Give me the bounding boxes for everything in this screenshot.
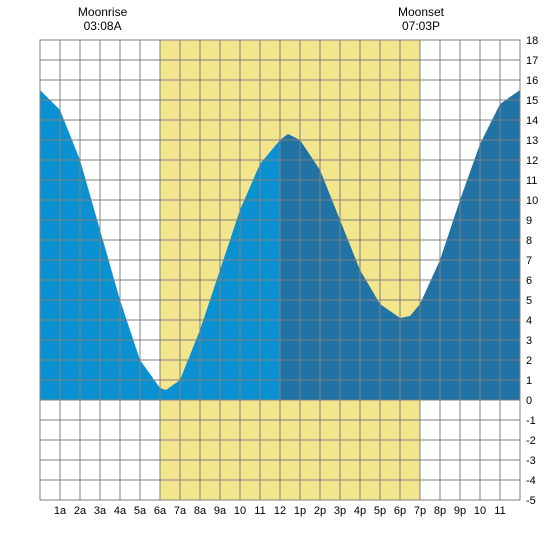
moonset-label: Moonset xyxy=(398,5,445,19)
x-tick-label: 5a xyxy=(134,505,147,517)
x-tick-label: 12 xyxy=(274,505,286,517)
moonrise-time: 03:08A xyxy=(84,19,122,33)
x-tick-label: 7p xyxy=(414,505,426,517)
y-tick-label: 5 xyxy=(526,295,532,307)
y-tick-label: 12 xyxy=(526,155,538,167)
y-tick-label: -3 xyxy=(526,455,536,467)
y-tick-label: 16 xyxy=(526,75,538,87)
y-tick-label: -2 xyxy=(526,435,536,447)
x-tick-label: 6p xyxy=(394,505,406,517)
y-tick-label: 13 xyxy=(526,135,538,147)
x-tick-label: 2p xyxy=(314,505,326,517)
y-tick-label: 8 xyxy=(526,235,532,247)
y-tick-label: -5 xyxy=(526,495,536,507)
y-tick-label: 7 xyxy=(526,255,532,267)
y-tick-label: 1 xyxy=(526,375,532,387)
x-tick-label: 5p xyxy=(374,505,386,517)
y-tick-label: 14 xyxy=(526,115,538,127)
x-tick-label: 8a xyxy=(194,505,207,517)
y-tick-label: 15 xyxy=(526,95,538,107)
y-tick-label: 0 xyxy=(526,395,532,407)
y-tick-label: 10 xyxy=(526,195,538,207)
x-tick-label: 1a xyxy=(54,505,67,517)
x-tick-label: 10 xyxy=(234,505,246,517)
x-tick-label: 3p xyxy=(334,505,346,517)
y-tick-label: 11 xyxy=(526,175,537,187)
x-tick-label: 4p xyxy=(354,505,366,517)
x-tick-label: 7a xyxy=(174,505,187,517)
moonrise-label: Moonrise xyxy=(78,5,128,19)
x-tick-label: 2a xyxy=(74,505,87,517)
y-tick-label: 6 xyxy=(526,275,532,287)
moonset-time: 07:03P xyxy=(402,19,440,33)
y-tick-label: 9 xyxy=(526,215,532,227)
y-tick-label: 18 xyxy=(526,35,538,47)
tide-chart-svg: -5-4-3-2-101234567891011121314151617181a… xyxy=(0,0,550,550)
y-tick-label: 3 xyxy=(526,335,532,347)
y-tick-label: 2 xyxy=(526,355,532,367)
y-tick-label: 4 xyxy=(526,315,532,327)
x-tick-label: 9a xyxy=(214,505,227,517)
x-tick-label: 10 xyxy=(474,505,486,517)
x-tick-label: 11 xyxy=(254,505,265,517)
y-tick-label: 17 xyxy=(526,55,538,67)
x-tick-label: 9p xyxy=(454,505,466,517)
y-tick-label: -1 xyxy=(526,415,536,427)
tide-chart: -5-4-3-2-101234567891011121314151617181a… xyxy=(0,0,550,550)
x-tick-label: 6a xyxy=(154,505,167,517)
x-tick-label: 8p xyxy=(434,505,446,517)
y-tick-label: -4 xyxy=(526,475,536,487)
x-tick-label: 4a xyxy=(114,505,127,517)
x-tick-label: 3a xyxy=(94,505,107,517)
x-tick-label: 11 xyxy=(494,505,505,517)
x-tick-label: 1p xyxy=(294,505,306,517)
